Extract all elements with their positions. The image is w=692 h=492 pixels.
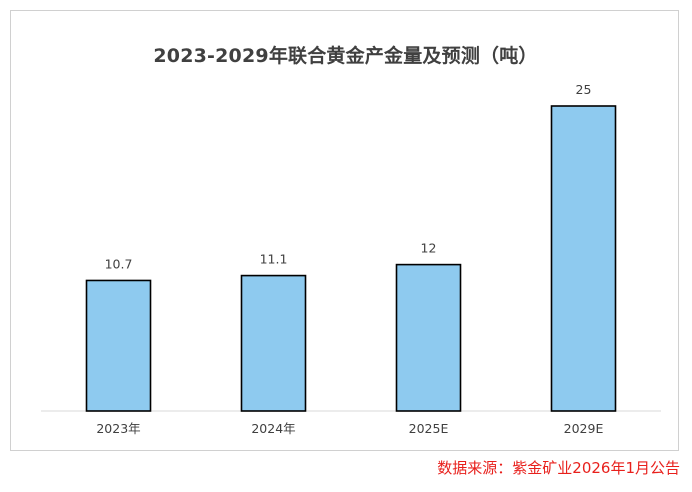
chart-frame: 2023-2029年联合黄金产金量及预测（吨） 10.7 2023年 11.1 202… xyxy=(10,10,679,451)
x-tick-label: 2024年 xyxy=(251,421,295,436)
source-note: 数据来源：紫金矿业2026年1月公告 xyxy=(437,459,680,477)
data-label: 10.7 xyxy=(105,256,133,271)
data-label: 11.1 xyxy=(260,252,288,267)
bar-chart: 10.7 2023年 11.1 2024年 12 2025E 25 2029E xyxy=(41,82,661,436)
bar-2024年 xyxy=(240,274,307,412)
data-label: 25 xyxy=(576,82,592,97)
data-label: 12 xyxy=(421,241,437,256)
chart-title: 2023-2029年联合黄金产金量及预测（吨） xyxy=(153,45,538,67)
x-tick-label: 2029E xyxy=(564,421,604,436)
x-tick-label: 2023年 xyxy=(96,421,140,436)
bar-2023年 xyxy=(85,279,152,412)
x-tick-label: 2025E xyxy=(409,421,449,436)
bar-2029E xyxy=(550,105,617,412)
bar-2025E xyxy=(395,263,462,412)
